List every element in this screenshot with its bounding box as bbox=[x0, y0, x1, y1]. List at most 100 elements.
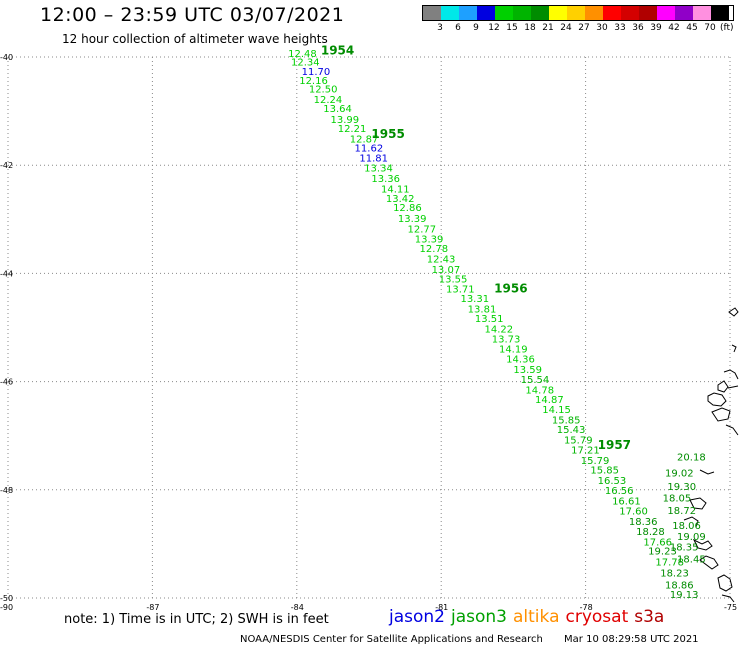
swh-value: 13.07 bbox=[432, 265, 461, 276]
swh-value: 12.86 bbox=[393, 203, 422, 214]
swh-value: 17.78 bbox=[655, 558, 684, 569]
swh-value: 18.28 bbox=[636, 527, 665, 538]
swh-value: 11.62 bbox=[355, 144, 384, 155]
swh-value: 13.39 bbox=[415, 235, 444, 246]
legend-swatch bbox=[675, 6, 693, 20]
swh-value: 18.23 bbox=[660, 568, 689, 579]
satellite-legend: jason2 jason3 altika cryosat s3a bbox=[389, 607, 670, 627]
lon-tick-label: -75 bbox=[724, 603, 737, 612]
swh-value: 13.39 bbox=[398, 214, 427, 225]
swh-value: 14.87 bbox=[535, 395, 564, 406]
swh-value: 13.36 bbox=[371, 174, 400, 185]
swh-value: 15.85 bbox=[590, 466, 619, 477]
swh-value: 15.79 bbox=[581, 456, 610, 467]
pass-time-label: 1956 bbox=[494, 281, 527, 295]
swh-value: 14.36 bbox=[506, 355, 535, 366]
swh-value: 12.21 bbox=[338, 124, 367, 135]
legend-label: 36 bbox=[632, 23, 644, 33]
swh-value: 18.35 bbox=[670, 542, 699, 553]
legend-label: 27 bbox=[578, 23, 590, 33]
swh-value: 12.48 bbox=[288, 49, 317, 60]
corner-tick-label: -90 bbox=[0, 603, 13, 612]
legend-label: 21 bbox=[542, 23, 554, 33]
swh-value: 18.72 bbox=[667, 506, 696, 517]
swh-value: 16.56 bbox=[605, 486, 634, 497]
legend-label: 33 bbox=[614, 23, 626, 33]
lat-lon-grid bbox=[7, 56, 731, 599]
swh-value: 18.05 bbox=[663, 494, 692, 505]
legend-swatch bbox=[531, 6, 549, 20]
legend-swatch bbox=[423, 6, 441, 20]
legend-swatches bbox=[422, 5, 734, 21]
legend-swatch bbox=[441, 6, 459, 20]
legend-swatch bbox=[639, 6, 657, 20]
legend-swatch bbox=[459, 6, 477, 20]
coastline bbox=[683, 307, 739, 603]
swh-value: 12.43 bbox=[427, 255, 456, 266]
swh-value: 12.34 bbox=[291, 58, 320, 69]
swh-value: 12.24 bbox=[314, 95, 343, 106]
legend-label: 18 bbox=[524, 23, 536, 33]
swh-value: 12.87 bbox=[350, 134, 379, 145]
satellite-jason2: jason2 bbox=[389, 607, 445, 627]
swh-value: 20.18 bbox=[677, 453, 706, 464]
credit-source: NOAA/NESDIS Center for Satellite Applica… bbox=[240, 634, 543, 645]
swh-value: 13.64 bbox=[323, 104, 352, 115]
swh-value: 13.59 bbox=[513, 365, 542, 376]
swh-value: 12.77 bbox=[408, 224, 437, 235]
swh-value: 19.23 bbox=[648, 547, 677, 558]
swh-value: 16.61 bbox=[612, 496, 641, 507]
swh-value: 17.21 bbox=[571, 446, 600, 457]
swh-observations: 12.4812.3411.7012.1612.5012.2413.6413.99… bbox=[288, 49, 706, 601]
legend-swatch bbox=[549, 6, 567, 20]
swh-value: 12.50 bbox=[309, 85, 338, 96]
swh-value: 14.22 bbox=[485, 324, 514, 335]
footnote: note: 1) Time is in UTC; 2) SWH is in fe… bbox=[64, 612, 329, 627]
legend-label: 6 bbox=[455, 23, 461, 33]
lat-tick-label: -48 bbox=[0, 486, 13, 495]
map-title: 12:00 – 23:59 UTC 03/07/2021 bbox=[40, 4, 345, 26]
map-subtitle: 12 hour collection of altimeter wave hei… bbox=[62, 32, 328, 46]
swh-value: 19.09 bbox=[677, 532, 706, 543]
lat-tick-label: -40 bbox=[0, 53, 13, 62]
swh-value: 12.78 bbox=[420, 244, 449, 255]
swh-value: 16.53 bbox=[598, 476, 627, 487]
swh-value: 17.60 bbox=[619, 507, 648, 518]
legend-swatch bbox=[585, 6, 603, 20]
swh-value: 19.13 bbox=[670, 590, 699, 601]
swh-value: 19.02 bbox=[665, 468, 694, 479]
swh-value: 13.71 bbox=[446, 284, 475, 295]
satellite-s3a: s3a bbox=[634, 607, 665, 627]
color-legend: 3 6 9 12 15 18 21 24 27 30 33 36 39 42 45 70 (ft) bbox=[422, 5, 734, 33]
lat-tick-label: -44 bbox=[0, 269, 13, 278]
time-labels: 1954 1955 1956 1957 bbox=[321, 43, 631, 452]
lon-tick-label: -84 bbox=[291, 603, 304, 612]
swh-value: 13.55 bbox=[439, 275, 468, 286]
legend-swatch bbox=[711, 6, 729, 20]
swh-value: 19.30 bbox=[667, 482, 696, 493]
pass-time-label: 1955 bbox=[371, 127, 404, 141]
swh-value: 14.15 bbox=[542, 405, 571, 416]
legend-label: 3 bbox=[437, 23, 443, 33]
satellite-altika: altika bbox=[513, 607, 560, 627]
legend-swatch bbox=[495, 6, 513, 20]
satellite-cryosat: cryosat bbox=[565, 607, 629, 627]
swh-value: 18.45 bbox=[677, 554, 706, 565]
legend-label: 9 bbox=[473, 23, 479, 33]
legend-label: 30 bbox=[596, 23, 608, 33]
swh-value: 13.73 bbox=[492, 335, 521, 346]
credit-line: NOAA/NESDIS Center for Satellite Applica… bbox=[240, 634, 699, 645]
pass-time-label: 1957 bbox=[598, 438, 631, 452]
swh-value: 15.79 bbox=[564, 435, 593, 446]
swh-value: 17.66 bbox=[643, 538, 672, 549]
legend-swatch bbox=[621, 6, 639, 20]
legend-swatch bbox=[477, 6, 495, 20]
swh-value: 13.31 bbox=[460, 294, 489, 305]
lon-tick-label: -78 bbox=[580, 603, 593, 612]
satellite-jason3: jason3 bbox=[451, 607, 507, 627]
credit-timestamp: Mar 10 08:29:58 UTC 2021 bbox=[564, 634, 699, 645]
swh-value: 11.70 bbox=[302, 67, 331, 78]
swh-value: 15.85 bbox=[552, 415, 581, 426]
swh-value: 15.54 bbox=[521, 375, 550, 386]
legend-swatch bbox=[657, 6, 675, 20]
